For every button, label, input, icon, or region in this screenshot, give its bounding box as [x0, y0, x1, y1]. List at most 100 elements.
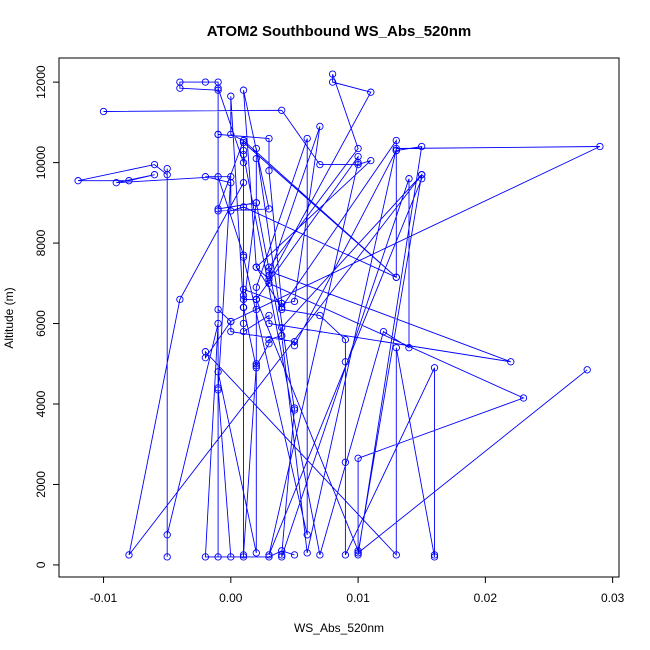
data-point: [201, 553, 210, 561]
data-point: [239, 285, 248, 293]
series-layer: [74, 70, 604, 561]
data-point: [328, 70, 337, 78]
data-point: [252, 263, 260, 271]
data-point: [265, 319, 273, 328]
data-point: [430, 551, 439, 559]
data-point: [341, 335, 350, 344]
data-point: [252, 360, 260, 368]
data-point: [316, 551, 324, 559]
data-point: [316, 311, 324, 320]
data-point: [354, 160, 362, 169]
data-point: [290, 297, 299, 306]
data-point: [239, 136, 248, 145]
data-point: [239, 551, 248, 559]
x-tick-label: 0.00: [219, 591, 243, 605]
data-point: [354, 144, 362, 153]
x-tick-label: 0.01: [346, 591, 370, 605]
data-point: [227, 317, 235, 326]
x-axis-label: WS_Abs_520nm: [294, 621, 384, 635]
x-tick-label: 0.02: [474, 591, 498, 605]
data-point: [214, 86, 222, 94]
y-axis-label: Altitude (m): [2, 287, 16, 348]
data-point: [290, 337, 299, 346]
data-point: [214, 173, 222, 181]
data-point: [290, 406, 299, 414]
data-point: [214, 319, 222, 328]
data-point: [316, 160, 324, 169]
data-point: [418, 175, 426, 183]
data-point: [214, 205, 222, 213]
data-point: [418, 171, 426, 179]
data-point: [278, 106, 286, 114]
data-point: [176, 78, 184, 86]
data-point: [354, 551, 362, 559]
data-point: [596, 142, 604, 151]
data-point: [367, 88, 375, 96]
data-point: [265, 263, 273, 271]
data-point: [405, 175, 413, 183]
data-point: [201, 173, 210, 181]
data-point: [214, 553, 222, 561]
data-point: [163, 553, 171, 561]
data-point: [239, 179, 248, 187]
data-point: [227, 179, 235, 187]
data-point: [354, 152, 362, 161]
data-point: [265, 279, 273, 287]
data-point: [354, 454, 362, 462]
data-point: [125, 551, 133, 559]
data-point: [278, 323, 286, 332]
data-point: [239, 158, 248, 167]
data-point: [265, 340, 273, 348]
data-point: [150, 171, 159, 179]
data-point: [265, 271, 273, 279]
data-point: [354, 549, 362, 557]
data-point: [265, 275, 273, 283]
data-point: [392, 344, 400, 352]
data-point: [227, 207, 235, 215]
data-point: [112, 179, 120, 187]
data-point: [303, 531, 311, 539]
data-point: [239, 138, 248, 147]
data-point: [583, 366, 591, 374]
data-point: [239, 146, 248, 155]
y-tick-label: 0: [34, 561, 48, 568]
data-point: [278, 547, 286, 555]
data-point: [379, 327, 388, 336]
data-point: [214, 130, 222, 139]
data-point: [519, 394, 528, 402]
data-point: [227, 92, 235, 100]
data-point: [214, 78, 222, 86]
data-point: [265, 553, 273, 561]
data-point: [278, 551, 286, 559]
data-point: [341, 358, 350, 366]
data-point: [316, 122, 324, 131]
data-point: [125, 177, 133, 185]
data-point: [405, 344, 413, 352]
data-point: [227, 130, 235, 139]
data-point: [507, 358, 515, 366]
data-point: [239, 86, 248, 94]
data-point: [252, 295, 260, 304]
data-point: [392, 146, 400, 155]
data-point: [214, 384, 222, 392]
data-point: [328, 78, 337, 86]
data-point: [430, 364, 439, 372]
data-point: [239, 319, 248, 328]
data-point: [265, 311, 273, 320]
data-point: [163, 171, 171, 179]
data-point: [214, 386, 222, 394]
data-point: [227, 553, 235, 561]
data-point: [74, 177, 82, 185]
y-tick-label: 6000: [34, 310, 48, 337]
data-point: [265, 267, 273, 275]
data-point: [252, 199, 260, 207]
y-tick-label: 12000: [34, 65, 48, 99]
data-point: [418, 142, 426, 151]
data-point: [201, 354, 210, 362]
y-tick-label: 4000: [34, 390, 48, 417]
data-point: [290, 404, 299, 412]
data-point: [252, 144, 260, 153]
data-point: [252, 154, 260, 163]
data-point: [214, 305, 222, 314]
data-point: [392, 144, 400, 153]
